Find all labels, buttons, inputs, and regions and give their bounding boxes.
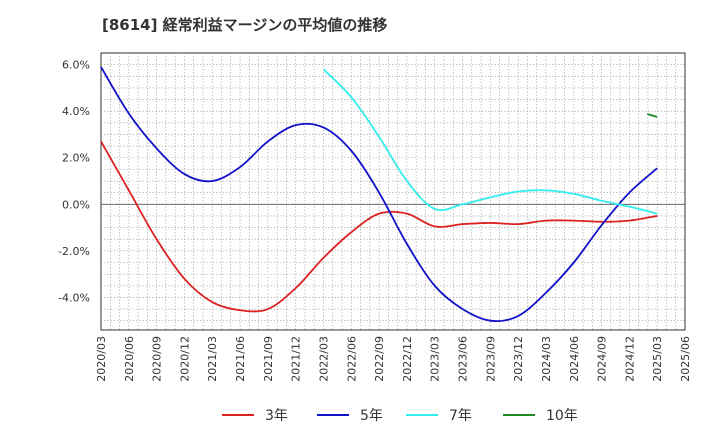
x-tick-label: 2021/06 bbox=[234, 336, 247, 382]
x-tick-label: 2023/06 bbox=[457, 336, 470, 382]
y-axis-ticks: 6.0% 4.0% 2.0% 0.0% -2.0% -4.0% bbox=[58, 59, 90, 305]
legend: 3年 5年 7年 10年 bbox=[222, 408, 578, 424]
x-tick-label: 2020/09 bbox=[151, 336, 164, 382]
x-tick-label: 2021/12 bbox=[290, 336, 303, 382]
x-tick-label: 2024/12 bbox=[623, 336, 636, 382]
legend-label: 3年 bbox=[265, 408, 288, 424]
x-tick-label: 2025/03 bbox=[651, 336, 664, 382]
series-line-1 bbox=[100, 141, 658, 313]
series-line-3 bbox=[322, 68, 658, 215]
series-lines bbox=[100, 66, 658, 323]
legend-label: 7年 bbox=[449, 408, 472, 424]
x-tick-label: 2023/09 bbox=[484, 336, 497, 382]
x-tick-label: 2023/03 bbox=[429, 336, 442, 382]
x-tick-label: 2022/12 bbox=[401, 336, 414, 382]
y-tick-label: 0.0% bbox=[62, 198, 90, 211]
x-tick-label: 2020/12 bbox=[178, 336, 191, 382]
legend-label: 5年 bbox=[360, 408, 383, 424]
x-tick-label: 2023/12 bbox=[512, 336, 525, 382]
y-tick-label: -4.0% bbox=[58, 291, 90, 304]
series-line-2 bbox=[100, 66, 658, 323]
chart-title: [8614] 経常利益マージンの平均値の推移 bbox=[102, 16, 388, 34]
x-tick-label: 2024/06 bbox=[568, 336, 581, 382]
x-tick-label: 2021/03 bbox=[206, 336, 219, 382]
x-tick-label: 2020/06 bbox=[123, 336, 136, 382]
x-tick-label: 2022/03 bbox=[317, 336, 330, 382]
plot-background bbox=[100, 52, 686, 331]
legend-label: 10年 bbox=[546, 408, 578, 424]
x-tick-label: 2021/09 bbox=[262, 336, 275, 382]
y-tick-label: -2.0% bbox=[58, 245, 90, 258]
y-tick-label: 4.0% bbox=[62, 105, 90, 118]
x-tick-label: 2025/06 bbox=[679, 336, 692, 382]
x-tick-label: 2024/09 bbox=[596, 336, 609, 382]
series-line-4 bbox=[646, 113, 658, 118]
x-tick-label: 2022/06 bbox=[345, 336, 358, 382]
x-tick-label: 2020/03 bbox=[95, 336, 108, 382]
x-tick-label: 2022/09 bbox=[373, 336, 386, 382]
x-tick-label: 2024/03 bbox=[540, 336, 553, 382]
x-axis-ticks: 2020/03 2020/06 2020/09 2020/12 2021/03 2021/… bbox=[95, 336, 692, 382]
y-tick-label: 2.0% bbox=[62, 152, 90, 165]
grid bbox=[101, 53, 685, 330]
y-tick-label: 6.0% bbox=[62, 59, 90, 72]
